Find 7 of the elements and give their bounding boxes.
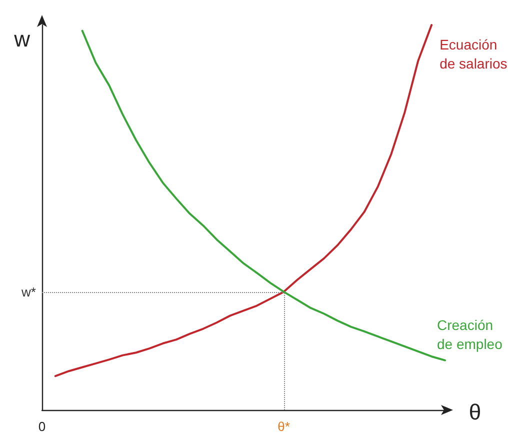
ref-line-label: w*	[20, 284, 36, 300]
x-axis-title: θ	[468, 400, 482, 424]
series-label: Creación de empleo	[437, 316, 503, 352]
x-tick-label: 0	[38, 419, 46, 434]
series-label: Ecuación de salarios	[440, 36, 508, 72]
x-tick-label: θ*	[278, 419, 290, 434]
y-axis-title: w	[13, 26, 30, 52]
